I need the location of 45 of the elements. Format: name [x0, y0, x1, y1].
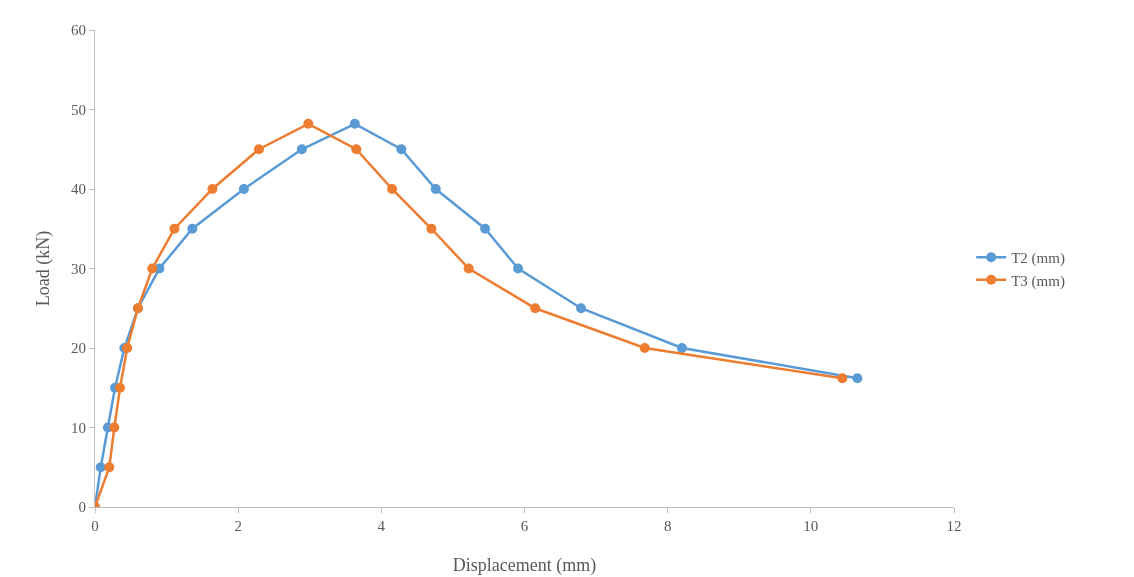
y-tick-label: 40 [71, 181, 86, 198]
x-axis-title: Displacement (mm) [452, 555, 597, 576]
point [676, 343, 687, 353]
x-tick-label: 4 [377, 518, 386, 534]
point [387, 184, 398, 194]
x-tick-label: 6 [520, 518, 529, 534]
point [576, 303, 587, 314]
point [95, 462, 106, 473]
point [115, 382, 126, 393]
point [109, 422, 120, 433]
x-tick-label: 0 [91, 518, 99, 534]
point [169, 223, 180, 234]
point [480, 223, 491, 234]
point [303, 118, 314, 129]
y-tick-label: 30 [71, 260, 86, 277]
y-axis-title: Load (kN) [33, 230, 54, 307]
x-tick-label: 2 [234, 518, 242, 534]
point [396, 144, 407, 155]
point [104, 462, 115, 473]
x-tick-label: 10 [803, 518, 819, 534]
y-tick-label: 60 [71, 22, 86, 39]
x-tick-label: 8 [663, 518, 672, 534]
point [349, 118, 360, 129]
y-tick-label: 0 [78, 499, 86, 516]
point [207, 184, 218, 194]
point [513, 263, 524, 274]
y-tick-label: 10 [71, 419, 86, 436]
legend-label: T3 (mm) [1011, 272, 1065, 290]
y-tick-label: 20 [71, 340, 86, 357]
point [147, 263, 158, 274]
x-tick-label: 12 [946, 518, 962, 534]
legend-label: T2 (mm) [1011, 250, 1065, 268]
point [351, 144, 362, 155]
point [296, 144, 307, 155]
point [463, 263, 474, 274]
point [253, 144, 264, 155]
point [852, 373, 863, 384]
point [426, 223, 437, 234]
point [837, 373, 848, 384]
point [639, 343, 650, 353]
point [187, 223, 198, 234]
point [430, 184, 441, 194]
point [530, 303, 541, 314]
y-tick-label: 50 [71, 101, 86, 118]
point [238, 184, 249, 194]
